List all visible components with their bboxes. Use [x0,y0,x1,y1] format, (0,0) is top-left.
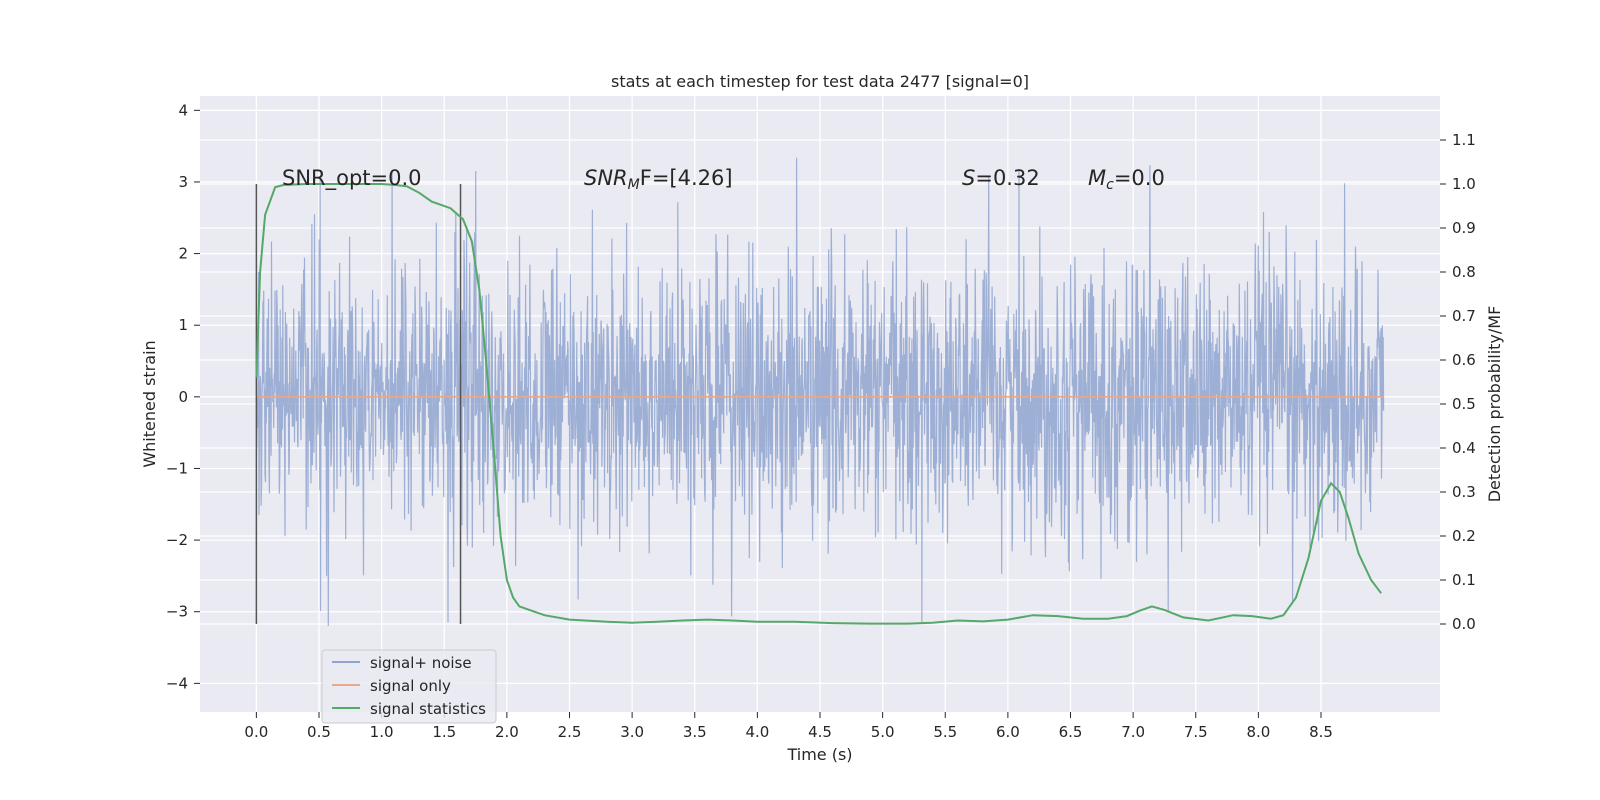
series-signal-plus-noise [255,157,1385,627]
annotation-mc: Mc=0.0 [1088,166,1165,193]
snr-mf-sub: M [628,177,640,193]
y-tick-label: −2 [166,531,188,549]
x-tick-label: 3.5 [683,723,707,741]
y-axis-label: Whitened strain [140,340,159,467]
x-tick-label: 0.0 [244,723,268,741]
s-rest: =0.32 [975,166,1039,190]
x-tick-label: 2.5 [558,723,582,741]
annotation-snr-mf: SNRMF=[4.26] [584,166,733,193]
y-right-tick-label: 0.2 [1452,527,1476,545]
legend-label-signal-only: signal only [370,677,451,695]
y-right-tick-label: 0.6 [1452,351,1476,369]
y-right-tick-label: 0.0 [1452,615,1476,633]
x-tick-label: 4.0 [745,723,769,741]
x-tick-label: 6.0 [996,723,1020,741]
x-tick-label: 7.0 [1121,723,1145,741]
vertical-markers [255,184,462,624]
y-tick-label: −1 [166,459,188,477]
mc-rest: =0.0 [1114,166,1165,190]
series-signal-statistics [255,183,1382,625]
s-main: S [962,166,975,190]
y-tick-label: 0 [178,388,188,406]
x-tick-label: 8.5 [1309,723,1333,741]
x-tick-label: 1.5 [432,723,456,741]
x-tick-label: 0.5 [307,723,331,741]
y-tick-label: 1 [178,316,188,334]
legend-label-signal-statistics: signal statistics [370,700,486,718]
y-tick-label: 4 [178,101,188,119]
legend: signal+ noise signal only signal statist… [321,649,497,724]
y-tick-label: 2 [178,245,188,263]
y-right-tick-label: 1.0 [1452,175,1476,193]
x-axis-label: Time (s) [786,745,852,764]
y-tick-label: 3 [178,173,188,191]
x-tick-label: 6.5 [1059,723,1083,741]
mc-sub: c [1106,177,1114,193]
y-right-tick-label: 0.5 [1452,395,1476,413]
mc-main: M [1088,166,1106,190]
y-axis-right-ticks: 1.1 1.0 0.9 0.8 0.7 0.6 0.5 0.4 0.3 0.2 0.1 0.0 [1440,131,1476,633]
x-tick-label: 4.5 [808,723,832,741]
x-tick-label: 8.0 [1246,723,1270,741]
x-tick-label: 3.0 [620,723,644,741]
y-right-tick-label: 0.3 [1452,483,1476,501]
annotation-s: S=0.32 [962,166,1040,190]
signal-plus-noise-line [255,157,1385,627]
signal-statistics-line [255,183,1382,625]
y-tick-label: −4 [166,674,188,692]
x-axis-ticks: 0.0 0.5 1.0 1.5 2.0 2.5 3.0 3.5 4.0 4.5 5.0 5.5 6.0 6… [244,712,1333,741]
y-right-tick-label: 0.4 [1452,439,1476,457]
x-tick-label: 1.0 [370,723,394,741]
legend-label-signal-noise: signal+ noise [370,654,472,672]
x-tick-label: 7.5 [1184,723,1208,741]
legend-box [321,649,497,724]
y-right-tick-label: 0.7 [1452,307,1476,325]
y-right-tick-label: 0.9 [1452,219,1476,237]
y-right-tick-label: 1.1 [1452,131,1476,149]
y-right-tick-label: 0.1 [1452,571,1476,589]
annotation-snr-opt: SNR_opt=0.0 [282,166,422,191]
y-axis-right-label: Detection probability/MF [1485,306,1504,503]
x-tick-label: 5.5 [933,723,957,741]
x-tick-label: 2.0 [495,723,519,741]
snr-mf-rest: F=[4.26] [640,166,733,190]
x-tick-label: 5.0 [871,723,895,741]
chart-title: stats at each timestep for test data 247… [611,72,1029,91]
snr-mf-main: SNR [584,166,628,190]
y-right-tick-label: 0.8 [1452,263,1476,281]
y-tick-label: −3 [166,603,188,621]
y-axis-ticks: 4 3 2 1 0 −1 −2 −3 −4 [166,101,200,692]
